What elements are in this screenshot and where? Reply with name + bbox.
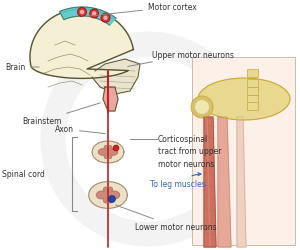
Text: Brain: Brain	[5, 63, 39, 72]
Text: Spinal cord: Spinal cord	[2, 170, 45, 179]
Circle shape	[92, 12, 96, 16]
Text: Axon: Axon	[55, 125, 105, 134]
Polygon shape	[30, 10, 134, 79]
Circle shape	[113, 146, 119, 152]
Polygon shape	[96, 188, 120, 203]
Circle shape	[80, 11, 84, 15]
Polygon shape	[92, 60, 140, 94]
Ellipse shape	[198, 79, 290, 120]
Polygon shape	[237, 118, 246, 247]
FancyBboxPatch shape	[248, 103, 259, 111]
Polygon shape	[98, 146, 118, 159]
Circle shape	[103, 16, 108, 21]
Circle shape	[191, 96, 213, 118]
Polygon shape	[60, 8, 116, 26]
Text: Brainstem: Brainstem	[22, 104, 100, 126]
Polygon shape	[218, 118, 231, 247]
Text: Motor cortex: Motor cortex	[83, 4, 197, 18]
Polygon shape	[89, 182, 127, 208]
Text: Corticospinal
tract from upper
motor neurons: Corticospinal tract from upper motor neu…	[158, 134, 221, 168]
FancyBboxPatch shape	[248, 80, 259, 88]
Text: Lower motor neurons: Lower motor neurons	[116, 205, 217, 232]
Text: Upper motor neurons: Upper motor neurons	[128, 50, 234, 67]
Polygon shape	[92, 142, 124, 163]
Text: To leg muscles: To leg muscles	[150, 173, 206, 189]
FancyBboxPatch shape	[248, 70, 259, 78]
Circle shape	[195, 100, 209, 114]
FancyBboxPatch shape	[248, 88, 259, 96]
Polygon shape	[204, 118, 216, 247]
Circle shape	[109, 196, 116, 203]
FancyBboxPatch shape	[248, 96, 259, 104]
Polygon shape	[103, 88, 118, 112]
Circle shape	[101, 14, 110, 23]
Circle shape	[90, 10, 99, 19]
Circle shape	[77, 8, 86, 18]
FancyBboxPatch shape	[192, 58, 295, 245]
